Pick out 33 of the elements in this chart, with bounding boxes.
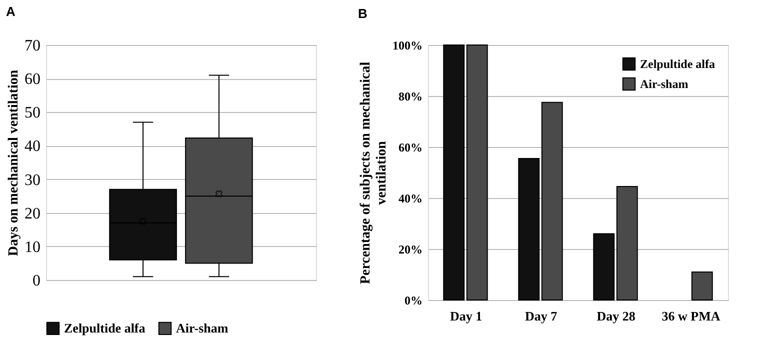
y-tick-label: 10 bbox=[24, 238, 40, 256]
y-tick-label: 20% bbox=[398, 242, 422, 256]
y-tick-label: 30 bbox=[24, 172, 40, 189]
x-tick-label: Day 7 bbox=[524, 308, 558, 324]
y-tick-label: 100% bbox=[392, 38, 422, 52]
legend-label: Zelpultide alfa bbox=[640, 57, 716, 71]
bar bbox=[593, 233, 615, 300]
bar bbox=[466, 44, 488, 300]
chart-title: B bbox=[358, 6, 368, 21]
y-axis-title: Days on mechanical ventilation bbox=[6, 70, 22, 256]
bar bbox=[616, 186, 638, 300]
bar bbox=[443, 44, 465, 300]
legend-label: Air-sham bbox=[176, 320, 228, 336]
y-tick-label: 50 bbox=[24, 104, 40, 122]
chart-title: A bbox=[6, 4, 16, 19]
y-tick-label: 60 bbox=[24, 71, 40, 88]
y-tick-label: 80% bbox=[398, 90, 422, 104]
y-tick-label: 0 bbox=[32, 272, 40, 290]
x-tick-label: Day 28 bbox=[596, 308, 636, 324]
y-tick-label: 0% bbox=[404, 294, 422, 308]
y-tick-label: 70 bbox=[24, 38, 40, 54]
y-tick-label: 20 bbox=[24, 205, 40, 222]
bar bbox=[518, 158, 540, 300]
bar bbox=[541, 102, 563, 300]
x-tick-label: 36 w PMA bbox=[662, 308, 721, 324]
y-axis-title: Percentage of subjects on mechanical ventilation bbox=[358, 62, 390, 284]
y-tick-label: 60% bbox=[398, 140, 422, 154]
legend-label: Air-sham bbox=[640, 77, 688, 91]
legend-label: Zelpultide alfa bbox=[64, 320, 146, 336]
y-tick-label: 40 bbox=[24, 138, 40, 156]
y-tick-label: 40% bbox=[398, 192, 422, 206]
x-tick-label: Day 1 bbox=[450, 308, 482, 324]
bar bbox=[691, 271, 713, 300]
